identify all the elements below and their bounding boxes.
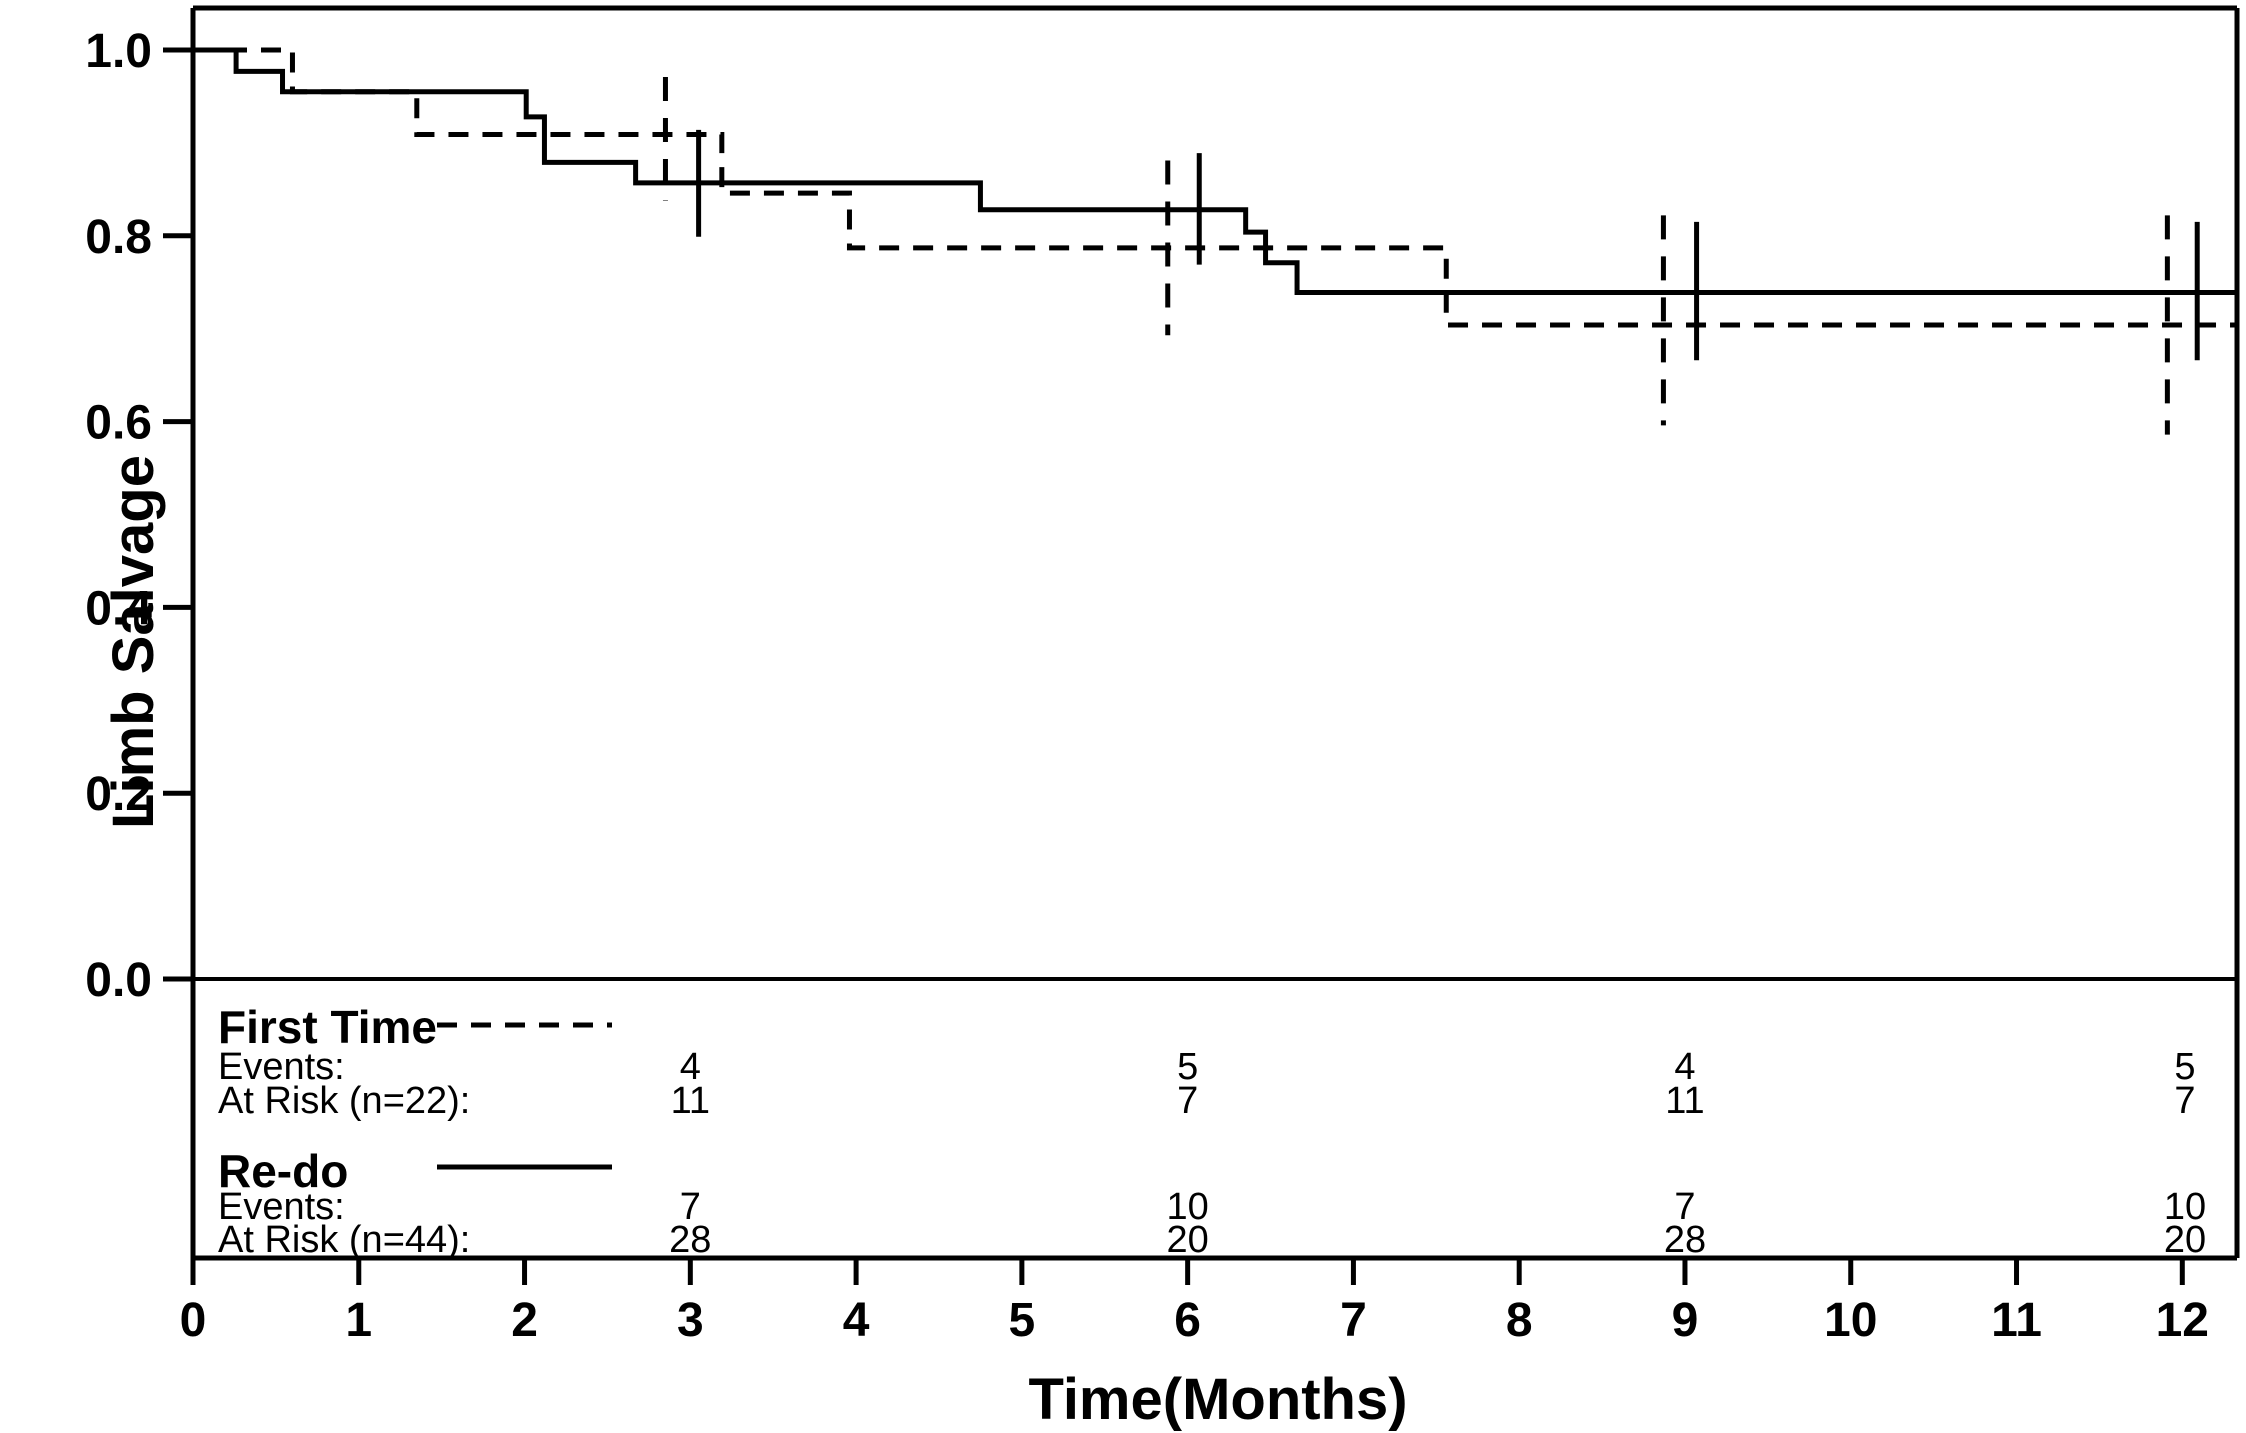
- legend-group-redo: Re-do: [218, 1145, 349, 1197]
- y-tick-label: 0.8: [85, 211, 152, 264]
- x-tick-label: 11: [1991, 1294, 2042, 1347]
- events-value: 5: [1177, 1046, 1199, 1088]
- x-tick-label: 12: [2156, 1294, 2209, 1347]
- events-value: 7: [1674, 1186, 1696, 1228]
- at-risk-row-label-first-time: At Risk (n=22):: [218, 1080, 471, 1122]
- legend-group-first-time: First Time: [218, 1001, 437, 1053]
- x-tick-label: 5: [1009, 1294, 1036, 1347]
- events-value: 5: [2174, 1046, 2196, 1088]
- x-tick-label: 8: [1506, 1294, 1533, 1347]
- y-tick-label: 0.0: [85, 954, 152, 1007]
- x-tick-label: 0: [180, 1294, 207, 1347]
- at-risk-value: 7: [2174, 1080, 2196, 1122]
- x-tick-label: 2: [511, 1294, 538, 1347]
- events-value: 7: [679, 1186, 701, 1228]
- x-tick-label: 9: [1672, 1294, 1699, 1347]
- x-tick-label: 7: [1340, 1294, 1367, 1347]
- events-value: 4: [679, 1046, 701, 1088]
- events-value: 10: [2163, 1186, 2207, 1228]
- x-tick-label: 10: [1824, 1294, 1877, 1347]
- x-tick-label: 6: [1174, 1294, 1201, 1347]
- events-row-label-first-time: Events:: [218, 1046, 345, 1088]
- events-value: 4: [1674, 1046, 1696, 1088]
- at-risk-value: 28: [1663, 1219, 1707, 1261]
- x-axis-title: Time(Months): [1028, 1367, 1408, 1432]
- y-tick-label: 0.6: [85, 397, 152, 450]
- re-do-curve: [193, 47, 2237, 295]
- at-risk-value: 20: [2163, 1219, 2207, 1261]
- first-time-curve: [193, 47, 2237, 328]
- y-tick-label: 0.2: [85, 768, 152, 821]
- x-tick-label: 3: [677, 1294, 704, 1347]
- events-value: 10: [1166, 1186, 1209, 1228]
- y-tick-label: 0.4: [85, 582, 152, 635]
- at-risk-row-label-redo: At Risk (n=44):: [218, 1219, 471, 1261]
- events-row-label-redo: Events:: [218, 1186, 345, 1228]
- at-risk-value: 11: [1665, 1080, 1705, 1122]
- at-risk-value: 11: [670, 1080, 711, 1122]
- at-risk-value: 20: [1166, 1219, 1209, 1261]
- x-tick-label: 1: [345, 1294, 372, 1347]
- at-risk-value: 28: [669, 1219, 712, 1261]
- y-axis-title: Limb Salvage: [101, 455, 166, 829]
- y-tick-label: 1.0: [85, 25, 152, 78]
- at-risk-value: 7: [1177, 1080, 1199, 1122]
- x-tick-label: 4: [843, 1294, 870, 1347]
